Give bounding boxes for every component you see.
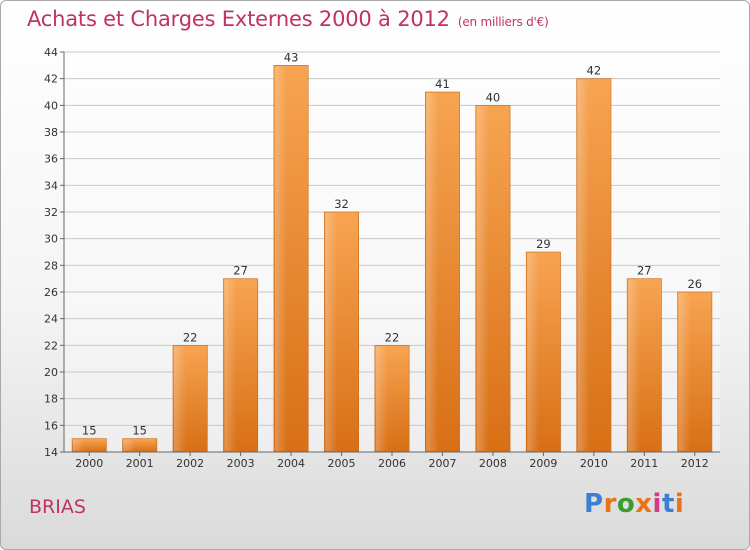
y-tick-label: 20	[44, 366, 58, 379]
x-tick-label: 2008	[479, 457, 507, 470]
x-tick-label: 2010	[580, 457, 608, 470]
axes: 14 16 18 20 22 24 26 28 30 32 34 36 38 40 42 44 2000 2001…	[44, 46, 720, 470]
bar-highlight	[274, 66, 287, 451]
bar-highlight	[577, 79, 590, 452]
x-tick-label: 2007	[428, 457, 456, 470]
bar-highlight	[628, 279, 641, 451]
x-tick-label: 2004	[277, 457, 305, 470]
bar-highlight	[73, 439, 86, 451]
x-tick-label: 2012	[681, 457, 709, 470]
logo-letter: x	[635, 489, 653, 519]
bar-value-label: 27	[637, 264, 652, 278]
proxiti-logo: Proxiti	[584, 489, 684, 519]
x-tick-label: 2011	[630, 457, 658, 470]
y-tick-label: 18	[44, 393, 58, 406]
y-tick-label: 24	[44, 313, 58, 326]
bar-value-label: 15	[82, 424, 97, 438]
y-tick-label: 40	[44, 99, 58, 112]
logo-letter: i	[674, 489, 685, 519]
bar-highlight	[678, 293, 691, 451]
chart-subtitle: (en milliers d'€)	[457, 15, 549, 29]
bar-value-label: 40	[486, 90, 501, 104]
x-tick-label: 2005	[328, 457, 356, 470]
bar-highlight	[123, 439, 136, 451]
bar-value-label: 32	[334, 197, 349, 211]
commune-name: BRIAS	[29, 496, 86, 518]
bar-value-label: 29	[536, 237, 551, 251]
logo-letter: o	[616, 489, 636, 519]
bar-value-label: 27	[233, 264, 248, 278]
x-tick-label: 2006	[378, 457, 406, 470]
bar-value-label: 22	[183, 330, 198, 344]
chart-title-text: Achats et Charges Externes 2000 à 2012	[27, 7, 450, 31]
logo-letter: t	[661, 489, 675, 519]
bar-highlight	[224, 279, 237, 451]
logo-letter: r	[603, 489, 617, 519]
bar-value-label: 15	[132, 424, 147, 438]
y-tick-label: 36	[44, 153, 58, 166]
y-tick-label: 28	[44, 259, 58, 272]
bar-value-label: 26	[687, 277, 702, 291]
bar-value-label: 41	[435, 77, 450, 91]
y-tick-label: 38	[44, 126, 58, 139]
x-tick-label: 2001	[126, 457, 154, 470]
bar-value-label: 43	[284, 50, 299, 64]
logo-letter: i	[652, 489, 662, 519]
bar-highlight	[476, 106, 489, 451]
x-tick-label: 2003	[227, 457, 255, 470]
y-tick-label: 14	[44, 446, 58, 459]
y-tick-label: 16	[44, 419, 58, 432]
bar-value-label: 42	[587, 64, 602, 78]
bar-highlight	[325, 213, 338, 451]
y-tick-label: 30	[44, 233, 58, 246]
y-tick-label: 42	[44, 73, 58, 86]
y-tick-label: 34	[44, 179, 58, 192]
logo-letter: P	[584, 489, 604, 519]
bar-highlight	[426, 93, 439, 451]
x-tick-label: 2002	[176, 457, 204, 470]
bar-value-label: 22	[385, 330, 400, 344]
y-tick-label: 26	[44, 286, 58, 299]
bars: 15 15 22 27 43 32 22 41 40 29 42 27 26	[71, 50, 713, 453]
y-tick-label: 32	[44, 206, 58, 219]
x-tick-label: 2000	[75, 457, 103, 470]
y-tick-label: 22	[44, 339, 58, 352]
x-tick-label: 2009	[529, 457, 557, 470]
bar-highlight	[375, 346, 388, 451]
chart-title: Achats et Charges Externes 2000 à 2012 (e…	[27, 7, 549, 31]
bar-highlight	[173, 346, 187, 451]
bar-highlight	[527, 253, 540, 451]
y-tick-label: 44	[44, 46, 58, 59]
